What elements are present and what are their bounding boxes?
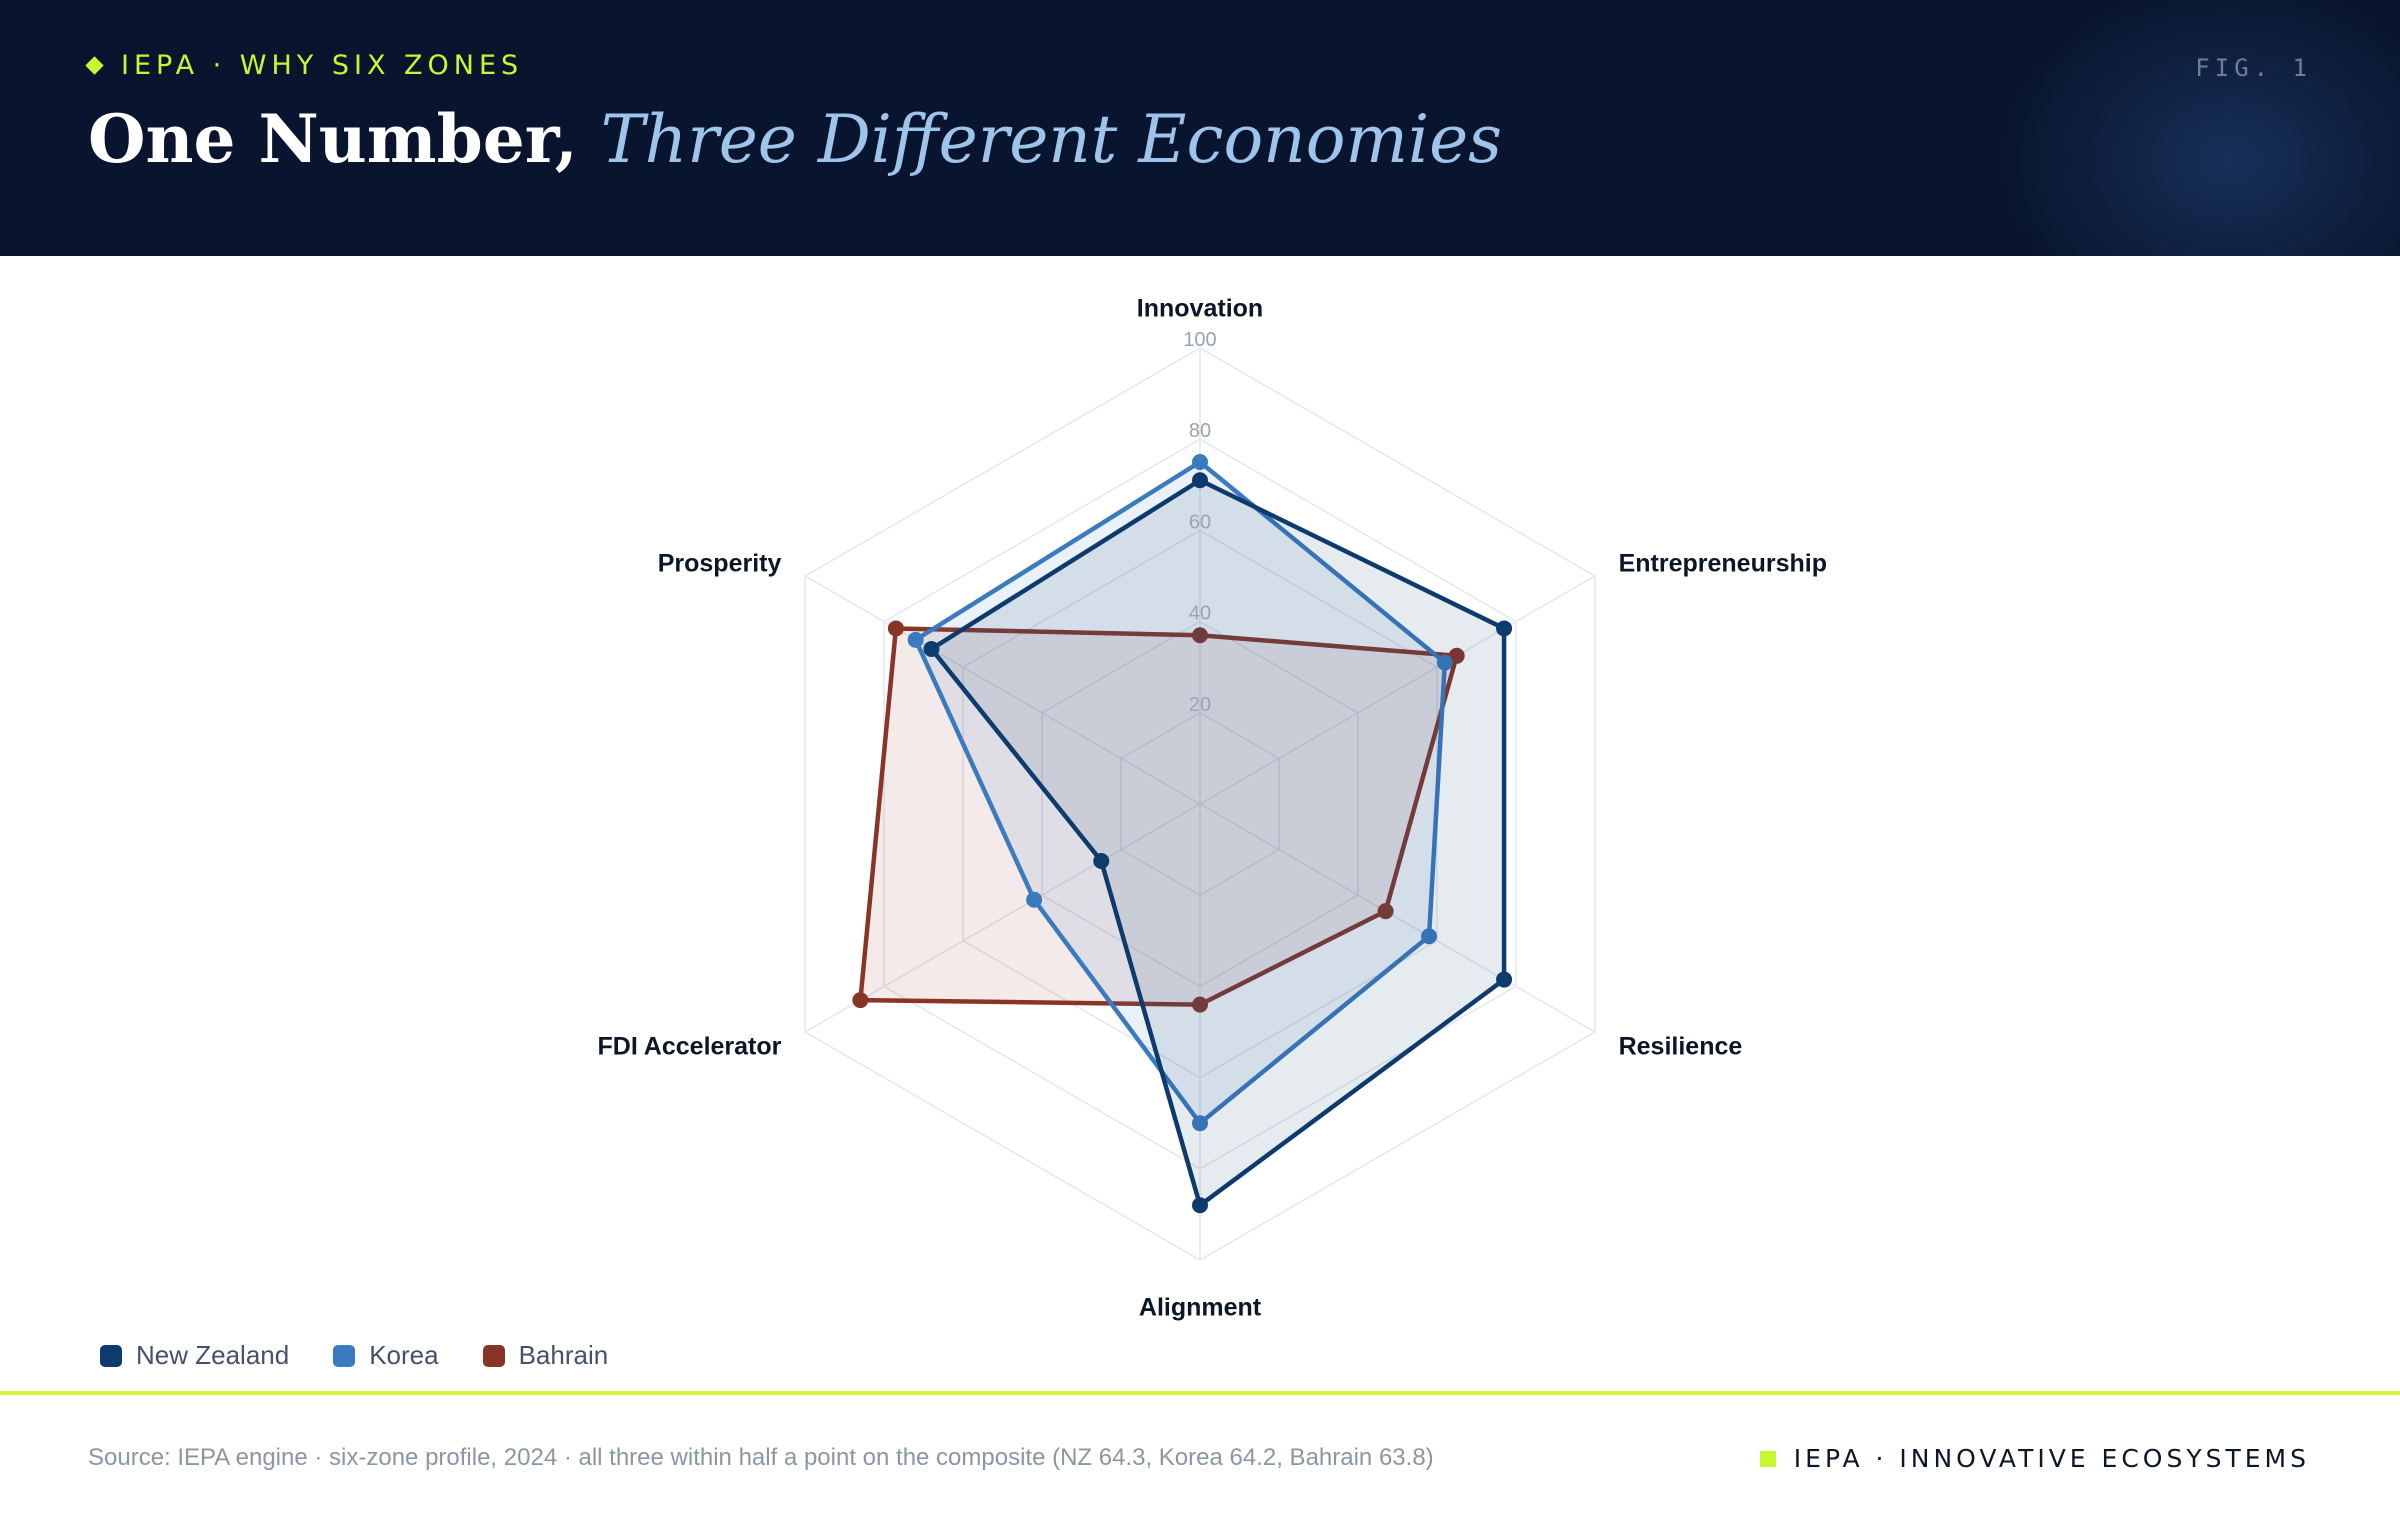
- data-point: [1421, 928, 1438, 945]
- data-point: [1192, 627, 1208, 644]
- legend-item-bahrain: Bahrain: [482, 1340, 609, 1371]
- series-bahrain: [852, 620, 1465, 1013]
- grid-spoke: [804, 575, 1201, 805]
- data-point: [1496, 620, 1513, 637]
- legend-label: New Zealand: [136, 1340, 290, 1370]
- tick-label: 80: [1189, 420, 1211, 442]
- legend-swatch: [100, 1344, 122, 1367]
- radar-chart: 20 40 60 80 100 Innovation Entrepreneurship Re…: [598, 295, 1827, 1322]
- legend-swatch: [482, 1344, 505, 1367]
- legend-swatch: [333, 1344, 356, 1367]
- data-point: [852, 992, 869, 1009]
- source-note: Source: IEPA engine · six-zone profile, …: [88, 1444, 1434, 1471]
- data-point: [1192, 1197, 1208, 1214]
- kicker: IEPA · WHY SIX ZONES: [85, 50, 524, 81]
- data-point: [1093, 853, 1110, 869]
- grid-spoke: [1199, 575, 1596, 805]
- header-glow: [2000, 0, 2400, 256]
- title-accent: Three Different Economies: [600, 101, 1503, 178]
- grid-spoke: [804, 803, 1201, 1033]
- grid-spoke: [1199, 803, 1596, 1033]
- axis-label-fdi-accelerator: FDI Accelerator: [598, 1033, 782, 1061]
- series-korea: [907, 454, 1453, 1132]
- diamond-icon: [85, 56, 104, 75]
- radar-series: [852, 454, 1513, 1214]
- brand-square-icon: [1759, 1450, 1776, 1467]
- radar-axis-labels: Innovation Entrepreneurship Resilience Alig…: [598, 295, 1827, 1322]
- data-point: [1192, 454, 1208, 470]
- axis-label-resilience: Resilience: [1619, 1033, 1743, 1061]
- data-point: [1192, 1115, 1208, 1132]
- tick-label: 100: [1183, 329, 1216, 351]
- legend-item-new-zealand: New Zealand: [100, 1340, 289, 1371]
- axis-label-entrepreneurship: Entrepreneurship: [1619, 549, 1827, 577]
- data-point: [1436, 654, 1453, 671]
- brand-text: IEPA · INNOVATIVE ECOSYSTEMS: [1793, 1444, 2310, 1473]
- data-point: [923, 640, 940, 657]
- legend-item-korea: Korea: [333, 1340, 439, 1371]
- tick-label: 40: [1189, 603, 1211, 625]
- legend: New Zealand Korea Bahrain: [100, 1340, 608, 1371]
- tick-label: 60: [1189, 511, 1211, 533]
- axis-label-prosperity: Prosperity: [658, 549, 782, 577]
- data-point: [1496, 971, 1513, 988]
- legend-label: Korea: [369, 1340, 439, 1370]
- axis-label-innovation: Innovation: [1137, 295, 1263, 323]
- data-point: [1377, 903, 1394, 920]
- radar-ticks: 20 40 60 80 100: [1183, 329, 1216, 716]
- data-point: [1448, 647, 1465, 664]
- brand: IEPA · INNOVATIVE ECOSYSTEMS: [1759, 1444, 2310, 1473]
- footer-rule: [0, 1391, 2400, 1395]
- page-title: One Number, Three Different Economies: [88, 100, 1502, 178]
- series-new-zealand: [923, 472, 1513, 1214]
- data-point: [887, 620, 904, 637]
- figure-label: FIG. 1: [2195, 54, 2312, 82]
- kicker-text: IEPA · WHY SIX ZONES: [121, 50, 524, 81]
- axis-label-alignment: Alignment: [1139, 1293, 1262, 1321]
- tick-label: 20: [1189, 694, 1211, 716]
- legend-label: Bahrain: [518, 1340, 609, 1370]
- data-point: [1026, 891, 1043, 908]
- data-point: [907, 631, 924, 648]
- data-point: [1192, 472, 1208, 489]
- radar-grid: [804, 347, 1596, 1261]
- data-point: [1192, 996, 1208, 1013]
- title-main: One Number,: [88, 100, 578, 178]
- header: IEPA · WHY SIX ZONES FIG. 1 One Number, …: [0, 0, 2400, 256]
